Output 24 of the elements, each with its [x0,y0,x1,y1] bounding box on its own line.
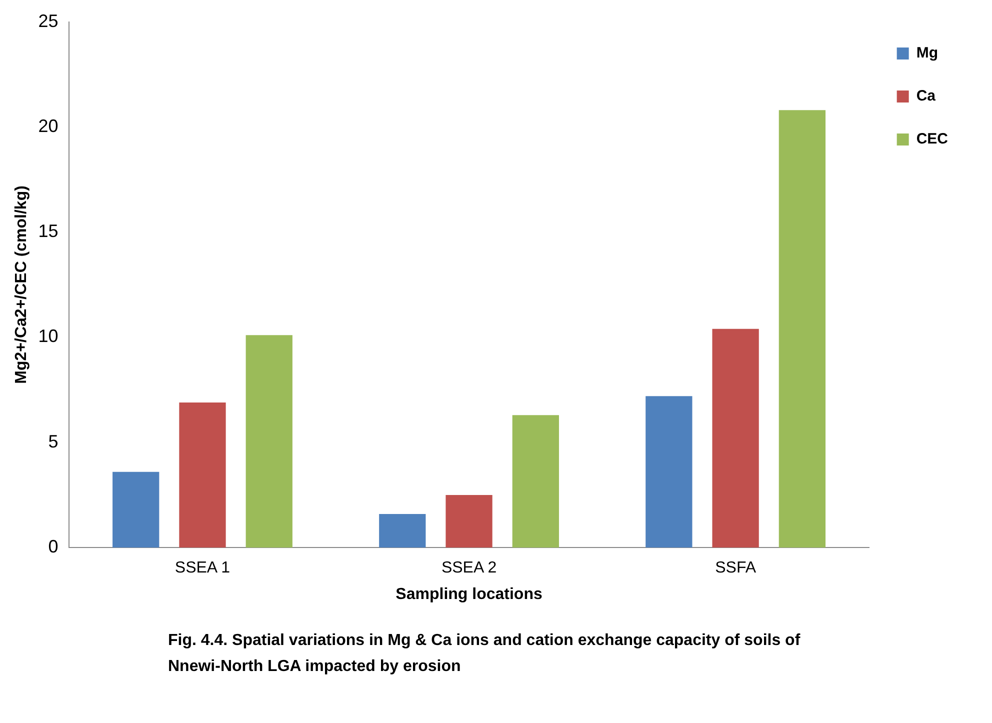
caption: Fig. 4.4. Spatial variations in Mg & Ca ions and cation exchange capacity of soils of Nnewi-North LGA impacted by erosion [168,631,802,677]
y-tick-label: 25 [38,10,58,31]
bar [778,110,826,548]
bar [246,335,292,548]
legend-label: Mg [916,44,938,62]
bar [646,396,692,548]
bar [179,402,226,548]
bar [446,495,492,548]
legend-label: CEC [916,130,948,148]
y-tick-label: 20 [38,116,58,136]
y-axis-title: Mg2+/Ca2+/CEC (cmol/kg) [13,186,30,384]
x-axis-title: Sampling locations [396,586,542,603]
y-tick-label: 10 [38,326,58,346]
legend-label: Ca [916,88,936,105]
y-tick-label: 15 [38,221,58,242]
bar [512,415,559,548]
x-tick-label: SSEA 1 [174,560,230,577]
bar [712,328,759,548]
y-tick-label: 5 [48,431,58,452]
x-tick-label: SSEA 2 [441,560,497,577]
x-tick-label: SSFA [715,560,756,577]
y-tick-label: 0 [48,536,58,557]
bar [379,514,426,548]
bar [112,472,160,548]
